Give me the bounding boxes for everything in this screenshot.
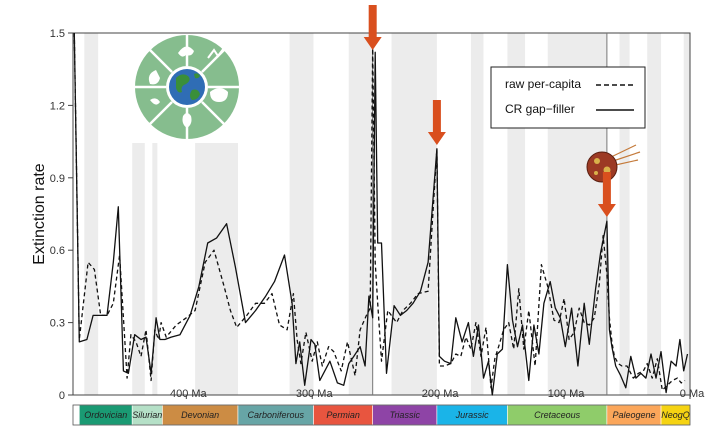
y-tick-label: 0.9 <box>50 173 65 185</box>
shaded-interval <box>391 33 437 395</box>
period-label: Ordovician <box>84 410 127 420</box>
extinction-arrow <box>597 172 616 217</box>
extinction-arrow <box>427 100 446 145</box>
shaded-interval <box>683 33 690 395</box>
x-tick-label: 0 Ma <box>680 388 705 400</box>
y-tick-label: 1.5 <box>50 28 65 40</box>
period-label: Silurian <box>132 410 162 420</box>
period-bar: Ordovician Silurian Devonian Carboniferous P… <box>72 404 691 426</box>
shaded-interval <box>84 33 99 395</box>
legend: raw per-capita CR gap−filler <box>490 66 646 129</box>
shaded-interval <box>132 143 145 395</box>
shaded-interval <box>152 143 158 395</box>
extinction-arrow <box>363 5 382 50</box>
x-tick-label: 300 Ma <box>296 388 334 400</box>
period-label: Carboniferous <box>247 410 304 420</box>
period-label: Triassic <box>390 410 421 420</box>
y-tick-label: 1.2 <box>50 100 65 112</box>
period-label: NeogQ <box>661 410 690 420</box>
y-tick-label: 0.3 <box>50 318 65 330</box>
legend-label-cr: CR gap−filler <box>505 102 575 116</box>
x-axis: 400 Ma 300 Ma 200 Ma 100 Ma 0 Ma <box>170 388 705 400</box>
y-tick-label: 0 <box>59 390 65 402</box>
x-tick-label: 400 Ma <box>170 388 208 400</box>
period-label: Paleogene <box>612 410 655 420</box>
series-line-raw-per-capita <box>73 32 686 391</box>
period-bar-frame <box>72 404 691 426</box>
arrows <box>363 5 616 217</box>
y-tick-label: 0.6 <box>50 245 65 257</box>
period-label: Devonian <box>181 410 219 420</box>
x-tick-label: 200 Ma <box>422 388 460 400</box>
shaded-interval <box>289 33 314 395</box>
plot-frame <box>72 32 691 396</box>
series-lines <box>73 32 689 396</box>
period-label: Cretaceous <box>534 410 581 420</box>
shaded-interval <box>470 33 484 395</box>
legend-label-raw: raw per-capita <box>505 77 581 91</box>
shaded-interval <box>647 33 662 395</box>
period-label: Permian <box>326 410 360 420</box>
x-tick-label: 100 Ma <box>548 388 586 400</box>
series-line-cr-gap-filler <box>73 32 689 396</box>
shaded-interval <box>348 33 373 395</box>
y-axis: 0 0.3 0.6 0.9 1.2 1.5 <box>50 28 73 402</box>
biodiversity-globe-icon <box>135 35 239 139</box>
y-axis-label: Extinction rate <box>31 163 48 264</box>
shaded-interval <box>195 143 238 395</box>
period-label: Jurassic <box>455 410 490 420</box>
shaded-interval <box>619 33 630 395</box>
legend-box <box>490 66 646 129</box>
